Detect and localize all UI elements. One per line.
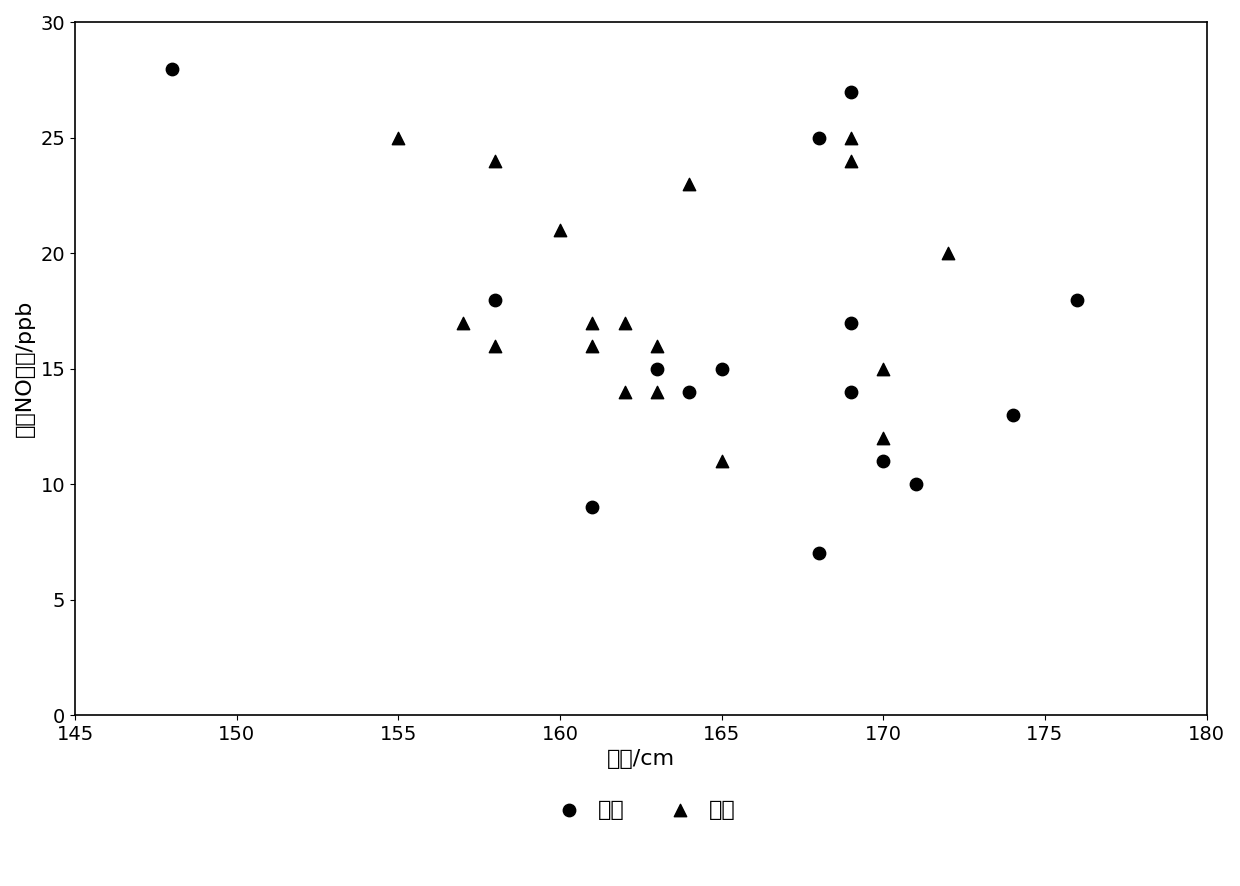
健康: [647, 385, 667, 399]
健康: [583, 338, 603, 353]
患病: [841, 385, 861, 399]
健康: [388, 131, 408, 145]
患病: [485, 292, 505, 307]
健康: [841, 154, 861, 168]
患病: [841, 315, 861, 330]
患病: [583, 501, 603, 515]
患病: [712, 361, 732, 376]
健康: [583, 315, 603, 330]
健康: [647, 338, 667, 353]
患病: [873, 454, 893, 468]
患病: [680, 385, 699, 399]
健康: [841, 131, 861, 145]
健康: [937, 246, 957, 260]
患病: [841, 85, 861, 99]
健康: [485, 154, 505, 168]
患病: [905, 477, 925, 491]
健康: [453, 315, 472, 330]
健康: [615, 315, 635, 330]
患病: [1068, 292, 1087, 307]
Y-axis label: 呼气NO浓度/ppb: 呼气NO浓度/ppb: [15, 300, 35, 438]
患病: [808, 131, 828, 145]
患病: [647, 361, 667, 376]
X-axis label: 身高/cm: 身高/cm: [606, 750, 675, 769]
健康: [485, 338, 505, 353]
健康: [873, 361, 893, 376]
健康: [551, 223, 570, 237]
健康: [680, 177, 699, 191]
患病: [1003, 408, 1023, 422]
Legend: 患病, 健康: 患病, 健康: [537, 791, 744, 828]
健康: [615, 385, 635, 399]
健康: [873, 431, 893, 445]
健康: [712, 454, 732, 468]
患病: [162, 62, 182, 76]
患病: [808, 547, 828, 561]
